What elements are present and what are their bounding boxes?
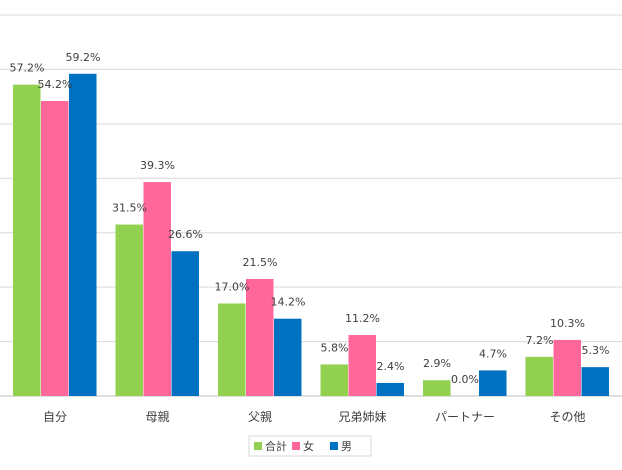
- legend-swatch: [330, 442, 338, 450]
- data-label: 57.2%: [10, 62, 45, 75]
- data-label: 7.2%: [526, 334, 554, 347]
- category-label: 母親: [145, 410, 169, 424]
- legend-label: 女: [303, 439, 314, 453]
- bar-男: [171, 251, 199, 396]
- bar-男: [69, 73, 97, 396]
- data-label: 59.2%: [66, 51, 101, 64]
- data-label: 39.3%: [140, 159, 175, 172]
- data-label: 10.3%: [550, 317, 585, 330]
- bar-合計: [423, 380, 451, 396]
- legend-swatch: [254, 442, 262, 450]
- bar-女: [348, 335, 376, 396]
- data-label: 5.8%: [321, 341, 349, 354]
- bar-男: [274, 318, 302, 396]
- category-label: 父親: [248, 410, 272, 424]
- data-label: 11.2%: [345, 312, 380, 325]
- data-label: 17.0%: [215, 280, 250, 293]
- bar-合計: [13, 84, 41, 396]
- bar-女: [143, 182, 171, 396]
- data-label: 14.2%: [271, 296, 306, 309]
- bar-合計: [320, 364, 348, 396]
- bar-男: [479, 370, 507, 396]
- category-label: 兄弟姉妹: [338, 409, 386, 424]
- legend-frame: [248, 435, 372, 457]
- category-label: パートナー: [435, 410, 495, 424]
- bar-男: [581, 367, 609, 396]
- legend-label: 男: [341, 440, 352, 453]
- data-label: 0.0%: [451, 373, 479, 386]
- data-label: 54.2%: [38, 78, 73, 91]
- data-label: 26.6%: [168, 228, 203, 241]
- category-label: 自分: [43, 410, 67, 424]
- data-label: 31.5%: [112, 202, 147, 215]
- bar-女: [246, 278, 274, 396]
- bar-女: [41, 100, 69, 397]
- data-label: 2.9%: [423, 357, 451, 370]
- bar-合計: [525, 356, 553, 396]
- legend-label: 合計: [265, 439, 287, 453]
- category-label: その他: [549, 410, 585, 424]
- legend-swatch: [292, 442, 300, 450]
- data-label: 2.4%: [377, 360, 405, 373]
- bar-合計: [115, 224, 143, 396]
- data-label: 21.5%: [243, 256, 278, 269]
- bar-男: [376, 382, 404, 396]
- bar-女: [553, 339, 581, 396]
- data-label: 4.7%: [479, 347, 507, 360]
- data-label: 5.3%: [582, 344, 610, 357]
- bar-合計: [218, 303, 246, 396]
